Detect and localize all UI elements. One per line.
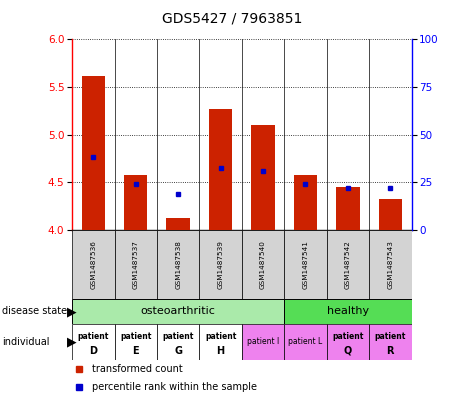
Bar xyxy=(72,324,114,360)
Text: patient: patient xyxy=(205,332,236,341)
Bar xyxy=(284,324,326,360)
Bar xyxy=(157,230,199,299)
Bar xyxy=(124,174,147,230)
Text: patient: patient xyxy=(332,332,364,341)
Text: individual: individual xyxy=(2,337,50,347)
Bar xyxy=(326,230,369,299)
Text: osteoarthritic: osteoarthritic xyxy=(141,307,216,316)
Text: GSM1487543: GSM1487543 xyxy=(387,240,393,289)
Text: GSM1487540: GSM1487540 xyxy=(260,240,266,289)
Bar xyxy=(199,230,242,299)
Text: GSM1487541: GSM1487541 xyxy=(302,240,308,289)
Bar xyxy=(166,219,190,230)
Bar xyxy=(252,125,275,230)
Text: ▶: ▶ xyxy=(67,335,77,349)
Text: ▶: ▶ xyxy=(67,305,77,318)
Text: patient I: patient I xyxy=(247,338,279,346)
Bar xyxy=(242,324,284,360)
Text: GSM1487539: GSM1487539 xyxy=(218,240,224,289)
Text: patient L: patient L xyxy=(288,338,323,346)
Bar xyxy=(114,230,157,299)
Bar xyxy=(369,230,412,299)
Text: patient: patient xyxy=(162,332,194,341)
Bar xyxy=(157,324,199,360)
Text: GSM1487538: GSM1487538 xyxy=(175,240,181,289)
Text: healthy: healthy xyxy=(327,307,369,316)
Bar xyxy=(199,324,242,360)
Text: GSM1487536: GSM1487536 xyxy=(90,240,96,289)
Text: patient: patient xyxy=(375,332,406,341)
Text: disease state: disease state xyxy=(2,307,67,316)
Text: GSM1487542: GSM1487542 xyxy=(345,240,351,289)
Bar xyxy=(72,230,114,299)
Text: D: D xyxy=(89,346,97,356)
Bar xyxy=(294,174,317,230)
Bar xyxy=(336,187,359,230)
Text: Q: Q xyxy=(344,346,352,356)
Bar xyxy=(209,109,232,230)
Bar xyxy=(242,230,284,299)
Text: patient: patient xyxy=(120,332,152,341)
Text: GDS5427 / 7963851: GDS5427 / 7963851 xyxy=(162,12,303,26)
Bar xyxy=(326,324,369,360)
Bar xyxy=(114,324,157,360)
Bar xyxy=(82,75,105,230)
Text: percentile rank within the sample: percentile rank within the sample xyxy=(93,382,258,392)
Text: H: H xyxy=(217,346,225,356)
Text: E: E xyxy=(133,346,139,356)
Bar xyxy=(379,199,402,230)
Text: G: G xyxy=(174,346,182,356)
Bar xyxy=(284,230,326,299)
Text: GSM1487537: GSM1487537 xyxy=(133,240,139,289)
Text: transformed count: transformed count xyxy=(93,364,183,375)
Bar xyxy=(72,299,284,324)
Text: R: R xyxy=(386,346,394,356)
Bar xyxy=(284,299,412,324)
Text: patient: patient xyxy=(78,332,109,341)
Bar xyxy=(369,324,412,360)
